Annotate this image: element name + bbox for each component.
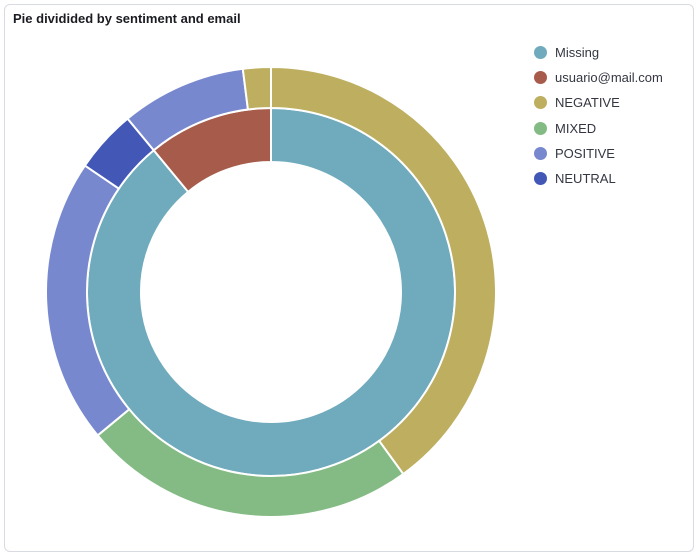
legend-label: MIXED (555, 120, 597, 136)
legend-item-neutral[interactable]: NEUTRAL (534, 166, 663, 191)
legend-item-missing[interactable]: Missing (534, 40, 663, 65)
legend-label: NEGATIVE (555, 95, 620, 111)
slice-email-missing[interactable] (86, 106, 456, 477)
legend-swatch (534, 172, 547, 186)
legend-swatch (534, 121, 547, 135)
chart-legend: Missing usuario@mail.com NEGATIVE MIXED POSI… (534, 40, 663, 191)
legend-item-positive[interactable]: POSITIVE (534, 141, 663, 166)
legend-swatch (534, 46, 547, 60)
legend-label: NEUTRAL (555, 171, 616, 187)
legend-label: usuario@mail.com (555, 70, 663, 86)
slice-sentiment-negative[interactable] (241, 65, 272, 111)
legend-label: POSITIVE (555, 145, 615, 161)
legend-swatch (534, 71, 547, 85)
legend-swatch (534, 146, 547, 160)
legend-item-negative[interactable]: NEGATIVE (534, 90, 663, 115)
legend-item-mixed[interactable]: MIXED (534, 116, 663, 141)
legend-label: Missing (555, 45, 600, 61)
legend-swatch (534, 96, 547, 110)
slice-sentiment-negative[interactable] (270, 65, 497, 476)
panel-title: Pie dividided by sentiment and email (13, 11, 241, 26)
legend-item-usuario-mail-com[interactable]: usuario@mail.com (534, 65, 663, 90)
